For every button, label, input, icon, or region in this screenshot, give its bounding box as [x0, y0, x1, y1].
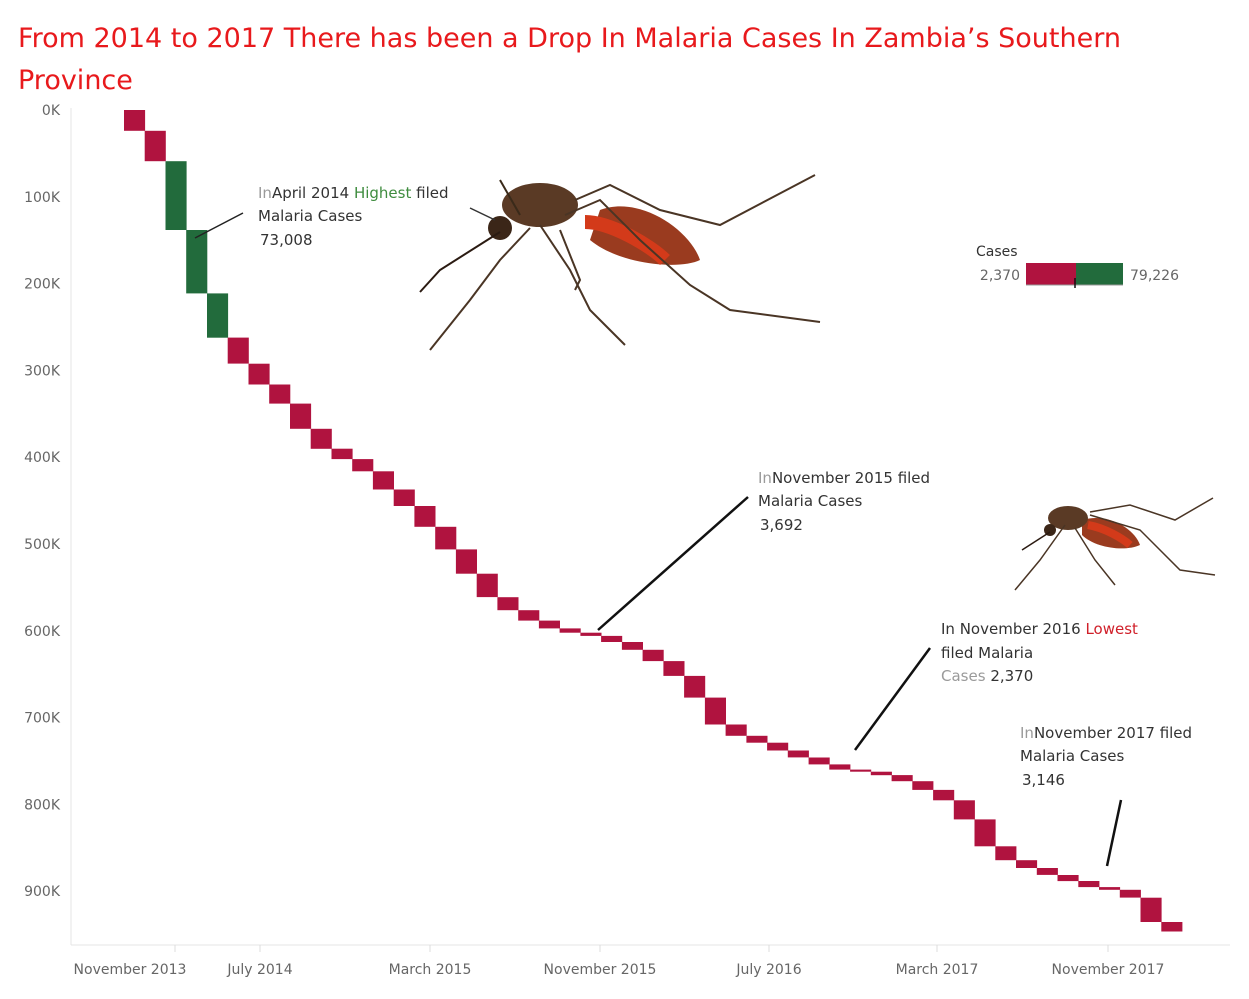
y-tick-label: 200K	[24, 277, 61, 293]
waterfall-bar	[850, 769, 872, 772]
waterfall-bar	[870, 771, 892, 776]
waterfall-bar	[1078, 881, 1100, 888]
waterfall-bar	[663, 661, 685, 676]
waterfall-bar	[1036, 868, 1058, 875]
waterfall-bar	[269, 384, 291, 404]
waterfall-bar	[435, 526, 457, 550]
chart-title: From 2014 to 2017 There has been a Drop …	[18, 23, 1121, 96]
y-tick-label: 400K	[24, 450, 61, 466]
x-tick-label: March 2017	[896, 962, 979, 978]
waterfall-bars	[124, 110, 1183, 932]
annotation-1: InApril 2014 Highest filed Malaria Cases…	[258, 184, 453, 249]
x-tick-label: July 2016	[735, 962, 801, 978]
waterfall-bar	[808, 757, 830, 765]
waterfall-bar	[559, 628, 581, 633]
waterfall-bar	[497, 597, 519, 611]
y-tick-label: 500K	[24, 537, 61, 553]
waterfall-bar	[290, 403, 312, 429]
waterfall-bar	[1057, 875, 1079, 882]
waterfall-bar	[207, 293, 229, 338]
waterfall-bar	[933, 789, 955, 801]
waterfall-bar	[538, 620, 560, 629]
waterfall-bar	[642, 649, 664, 662]
y-tick-label: 600K	[24, 624, 61, 640]
waterfall-bar	[1161, 922, 1183, 932]
annotation-2: InNovember 2015 filed Malaria Cases 3,69…	[758, 469, 935, 534]
waterfall-bar	[1119, 889, 1141, 898]
annotation-3: In November 2016 Lowest filed Malaria Ca…	[941, 620, 1143, 685]
y-tick-label: 0K	[42, 103, 61, 119]
annotation-2-leader	[597, 496, 749, 631]
y-tick-label: 300K	[24, 363, 61, 379]
waterfall-bar	[684, 675, 706, 698]
legend-low-swatch	[1026, 263, 1076, 285]
waterfall-bar	[621, 642, 643, 650]
waterfall-bar	[601, 635, 623, 642]
waterfall-bar	[476, 573, 498, 598]
waterfall-bar	[310, 428, 332, 449]
x-tick-label: November 2015	[544, 962, 657, 978]
waterfall-bar	[518, 610, 540, 621]
waterfall-bar	[995, 846, 1017, 861]
y-axis-ticks: 0K 100K 200K 300K 400K 500K 600K 700K 800K 900K	[24, 103, 61, 900]
annotation-4: InNovember 2017 filed Malaria Cases 3,14…	[1020, 724, 1197, 789]
mosquito-icon-small	[1014, 497, 1216, 591]
x-tick-label: March 2015	[389, 962, 472, 978]
waterfall-bar	[186, 230, 208, 294]
waterfall-bar	[331, 448, 353, 460]
waterfall-bar	[891, 775, 913, 782]
x-tick-label: July 2014	[226, 962, 292, 978]
annotation-4-leader	[1105, 799, 1123, 867]
waterfall-bar	[746, 735, 768, 743]
y-tick-label: 800K	[24, 797, 61, 813]
waterfall-bar	[974, 819, 996, 847]
waterfall-bar	[144, 130, 166, 162]
waterfall-bar	[953, 800, 975, 820]
waterfall-bar	[372, 471, 394, 490]
waterfall-bar	[352, 459, 374, 472]
annotation-3-leader	[853, 647, 932, 751]
mosquito-icon	[419, 174, 821, 351]
color-legend: Cases 2,370 79,226	[976, 244, 1179, 288]
y-tick-label: 100K	[24, 190, 61, 206]
waterfall-bar	[767, 742, 789, 751]
legend-max-label: 79,226	[1130, 268, 1179, 284]
legend-title: Cases	[976, 244, 1018, 260]
waterfall-bar	[787, 750, 809, 758]
annotation-1-leader	[194, 212, 244, 239]
y-tick-label: 700K	[24, 711, 61, 727]
y-tick-label: 900K	[24, 884, 61, 900]
x-tick-label: November 2013	[74, 962, 187, 978]
waterfall-bar	[580, 632, 602, 636]
x-axis-ticks: November 2013 July 2014 March 2015 November…	[74, 945, 1165, 978]
waterfall-bar	[455, 549, 477, 574]
waterfall-bar	[414, 506, 436, 527]
waterfall-bar	[1140, 897, 1162, 922]
x-tick-label: November 2017	[1052, 962, 1165, 978]
waterfall-bar	[248, 363, 270, 385]
waterfall-bar	[912, 781, 934, 790]
waterfall-bar	[393, 489, 415, 506]
legend-min-label: 2,370	[980, 268, 1020, 284]
waterfall-bar	[704, 697, 726, 725]
waterfall-bar	[725, 724, 747, 736]
waterfall-bar	[124, 110, 146, 131]
waterfall-bar	[227, 337, 249, 364]
waterfall-bar	[829, 764, 851, 770]
waterfall-bar	[1099, 887, 1121, 890]
waterfall-bar	[165, 161, 187, 230]
legend-high-swatch	[1076, 263, 1123, 285]
waterfall-bar	[1016, 860, 1038, 868]
